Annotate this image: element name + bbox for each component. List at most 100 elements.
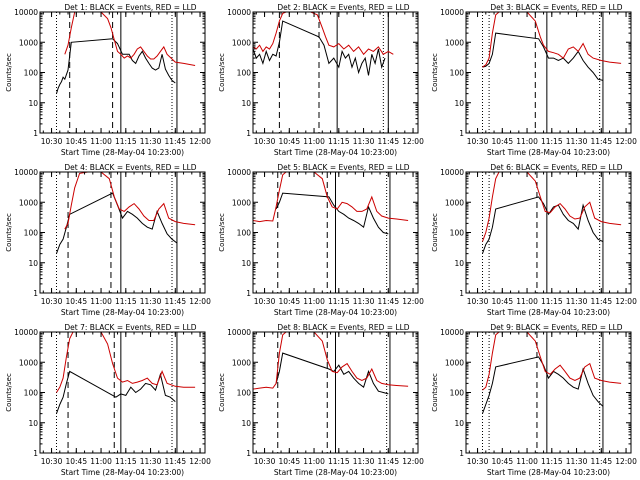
- y-tick-label: 100: [450, 389, 465, 398]
- panel-det-6: 1 10 100 1000 10000 10:30 10:45 11:00 11:15 11:30…: [431, 163, 637, 317]
- x-tick-label: 11:45: [590, 137, 612, 146]
- x-tick-label: 10:45: [278, 297, 300, 306]
- x-tick-label: 10:45: [65, 297, 87, 306]
- y-tick-label: 1: [246, 129, 251, 138]
- y-tick-label: 10000: [227, 168, 251, 177]
- x-tick-label: 11:30: [140, 457, 162, 466]
- events-series-line: [275, 192, 389, 235]
- events-series-line: [252, 20, 386, 76]
- y-tick-label: 10: [28, 99, 38, 108]
- y-tick-label: 100: [24, 389, 39, 398]
- x-tick-label: 11:00: [516, 457, 538, 466]
- y-tick-label: 10000: [14, 328, 38, 337]
- x-tick-label: 11:00: [303, 457, 325, 466]
- y-tick-label: 1: [33, 289, 38, 298]
- x-axis-label: Start Time (28-May-04 10:23:00): [487, 148, 610, 157]
- plot-frame: [39, 331, 206, 454]
- lld-series-line: [252, 11, 394, 56]
- plot-frame: [252, 11, 419, 134]
- x-tick-label: 11:00: [303, 297, 325, 306]
- lld-series-line: [482, 331, 622, 391]
- panel-det-3: 1 10 100 1000 10000 10:30 10:45 11:00 11:15 11:30…: [431, 3, 637, 157]
- panel-title: Det 1: BLACK = Events, RED = LLD: [64, 3, 196, 12]
- panel-title: Det 2: BLACK = Events, RED = LLD: [277, 3, 409, 12]
- y-tick-label: 10: [28, 259, 38, 268]
- y-tick-label: 100: [24, 69, 39, 78]
- x-axis-label: Start Time (28-May-04 10:23:00): [487, 468, 610, 477]
- lld-series-line: [482, 171, 622, 242]
- lld-series-line: [56, 331, 196, 393]
- x-tick-label: 10:45: [491, 297, 513, 306]
- events-series-line: [482, 32, 604, 81]
- x-tick-label: 12:00: [402, 457, 424, 466]
- x-tick-label: 10:45: [491, 137, 513, 146]
- y-tick-label: 10000: [440, 328, 464, 337]
- x-tick-label: 11:15: [328, 297, 350, 306]
- x-tick-label: 11:45: [164, 137, 186, 146]
- y-tick-label: 10000: [440, 8, 464, 17]
- panel-det-2: 1 10 100 1000 10000 10:30 10:45 11:00 11:15 11:30…: [218, 3, 424, 157]
- y-tick-label: 1000: [445, 358, 464, 367]
- y-tick-label: 1000: [232, 358, 251, 367]
- lld-series-line: [252, 171, 409, 223]
- y-tick-label: 1000: [19, 198, 38, 207]
- y-tick-label: 10000: [14, 8, 38, 17]
- x-tick-label: 10:45: [65, 457, 87, 466]
- x-axis-label: Start Time (28-May-04 10:23:00): [61, 308, 184, 317]
- x-tick-label: 11:15: [328, 457, 350, 466]
- x-axis-label: Start Time (28-May-04 10:23:00): [487, 308, 610, 317]
- y-tick-label: 10000: [14, 168, 38, 177]
- x-tick-label: 11:30: [566, 457, 588, 466]
- x-tick-label: 11:15: [541, 457, 563, 466]
- x-tick-label: 11:00: [516, 297, 538, 306]
- lld-series-line: [64, 171, 196, 230]
- lld-series-line: [64, 11, 196, 66]
- y-tick-label: 100: [237, 389, 252, 398]
- x-tick-label: 10:30: [467, 457, 489, 466]
- y-axis-label: Counts/sec: [431, 213, 439, 252]
- plot-frame: [39, 11, 206, 134]
- y-tick-label: 1000: [19, 38, 38, 47]
- x-axis-label: Start Time (28-May-04 10:23:00): [274, 308, 397, 317]
- panel-det-8: 1 10 100 1000 10000 10:30 10:45 11:00 11:15 11:30…: [218, 323, 424, 477]
- panel-title: Det 8: BLACK = Events, RED = LLD: [277, 323, 409, 332]
- y-tick-label: 10000: [227, 328, 251, 337]
- panel-det-5: 1 10 100 1000 10000 10:30 10:45 11:00 11:15 11:30…: [218, 163, 424, 317]
- x-tick-label: 11:45: [164, 457, 186, 466]
- events-series-line: [56, 370, 176, 414]
- x-tick-label: 10:45: [491, 457, 513, 466]
- events-series-line: [275, 352, 389, 395]
- x-tick-label: 11:15: [115, 457, 137, 466]
- x-tick-label: 12:00: [402, 137, 424, 146]
- plot-frame: [465, 331, 632, 454]
- x-tick-label: 11:30: [353, 297, 375, 306]
- x-tick-label: 12:00: [189, 137, 211, 146]
- x-tick-label: 11:00: [303, 137, 325, 146]
- y-axis-label: Counts/sec: [218, 373, 226, 412]
- x-tick-label: 12:00: [615, 297, 637, 306]
- x-tick-label: 10:30: [41, 137, 63, 146]
- panel-title: Det 3: BLACK = Events, RED = LLD: [490, 3, 622, 12]
- x-tick-label: 11:45: [377, 297, 399, 306]
- x-tick-label: 10:30: [41, 457, 63, 466]
- y-tick-label: 1: [459, 129, 464, 138]
- x-tick-label: 12:00: [189, 457, 211, 466]
- y-tick-label: 1000: [445, 38, 464, 47]
- x-tick-label: 11:45: [590, 457, 612, 466]
- plot-frame: [465, 11, 632, 134]
- y-tick-label: 10: [241, 99, 251, 108]
- y-axis-label: Counts/sec: [5, 53, 13, 92]
- x-tick-label: 10:30: [254, 457, 276, 466]
- x-tick-label: 11:30: [566, 297, 588, 306]
- panel-title: Det 5: BLACK = Events, RED = LLD: [277, 163, 409, 172]
- x-tick-label: 11:00: [90, 297, 112, 306]
- y-axis-label: Counts/sec: [431, 53, 439, 92]
- y-tick-label: 1: [246, 289, 251, 298]
- y-tick-label: 10: [454, 419, 464, 428]
- x-tick-label: 11:30: [140, 297, 162, 306]
- x-axis-label: Start Time (28-May-04 10:23:00): [61, 148, 184, 157]
- y-tick-label: 1: [459, 449, 464, 458]
- x-tick-label: 10:45: [65, 137, 87, 146]
- x-tick-label: 11:45: [164, 297, 186, 306]
